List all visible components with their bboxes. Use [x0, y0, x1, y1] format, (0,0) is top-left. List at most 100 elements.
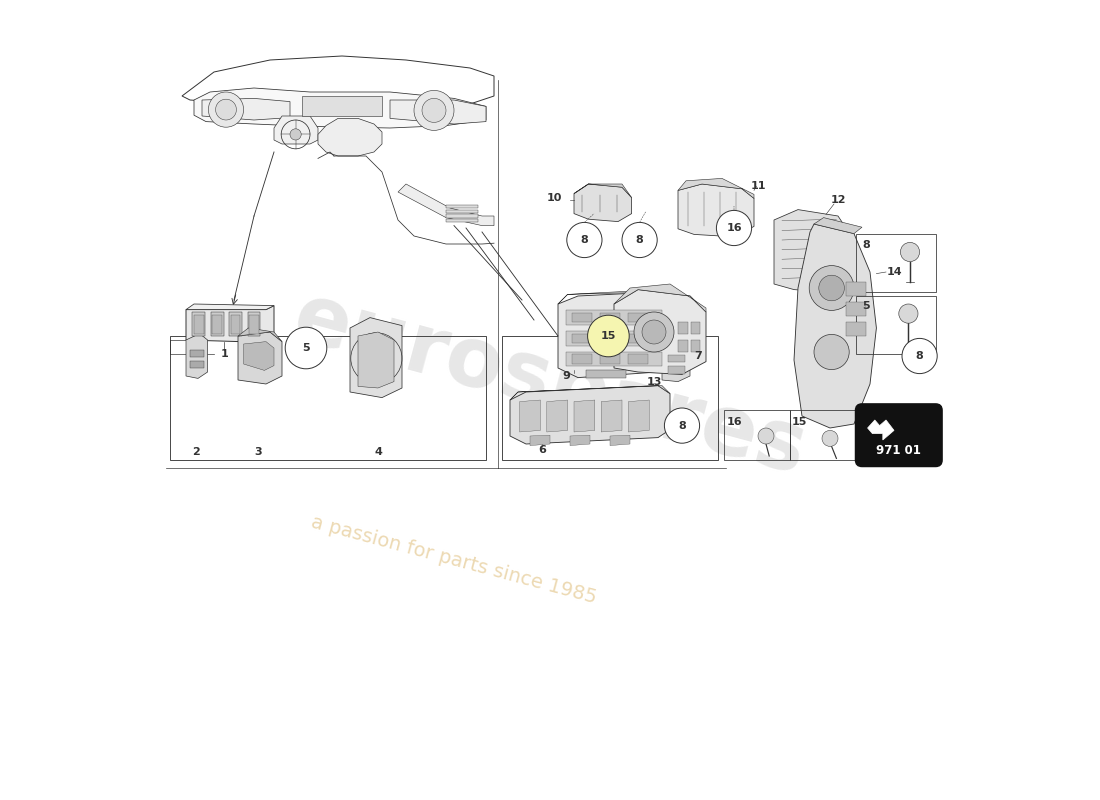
Bar: [600, 334, 619, 343]
Polygon shape: [678, 178, 754, 198]
Text: 10: 10: [547, 193, 562, 202]
Bar: [628, 334, 648, 343]
Circle shape: [208, 92, 243, 127]
Circle shape: [901, 242, 920, 262]
Text: 8: 8: [915, 351, 924, 361]
Bar: [190, 350, 205, 357]
Bar: [846, 302, 866, 316]
Polygon shape: [350, 318, 402, 398]
Bar: [586, 370, 626, 378]
Polygon shape: [186, 334, 208, 378]
Polygon shape: [358, 332, 394, 388]
Polygon shape: [566, 352, 662, 366]
Polygon shape: [814, 218, 862, 234]
Bar: [302, 96, 382, 116]
Bar: [231, 315, 241, 334]
Bar: [572, 334, 592, 343]
Text: 16: 16: [726, 223, 741, 233]
Bar: [600, 313, 619, 322]
Circle shape: [634, 312, 674, 352]
Polygon shape: [248, 312, 261, 336]
Bar: [446, 219, 478, 222]
Bar: [628, 354, 648, 364]
Text: 16: 16: [726, 418, 741, 427]
Bar: [846, 282, 866, 296]
Bar: [668, 355, 685, 362]
Bar: [691, 340, 701, 352]
Text: 971 01: 971 01: [877, 444, 921, 457]
Circle shape: [422, 98, 446, 122]
Polygon shape: [194, 88, 486, 128]
Circle shape: [414, 90, 454, 130]
Polygon shape: [547, 400, 568, 432]
Text: 8: 8: [581, 235, 589, 245]
Circle shape: [290, 129, 301, 140]
Polygon shape: [318, 118, 382, 156]
Polygon shape: [398, 184, 494, 226]
Text: 11: 11: [750, 182, 766, 191]
Text: 15: 15: [601, 331, 616, 341]
Bar: [600, 354, 619, 364]
Polygon shape: [566, 310, 662, 325]
Bar: [212, 315, 222, 334]
Bar: [856, 234, 936, 292]
Circle shape: [285, 327, 327, 369]
Text: 1: 1: [220, 349, 229, 358]
Text: 8: 8: [636, 235, 644, 245]
Bar: [250, 315, 258, 334]
Polygon shape: [628, 400, 649, 432]
Circle shape: [716, 210, 751, 246]
Text: 6: 6: [538, 446, 546, 455]
Text: 4: 4: [374, 447, 382, 457]
Polygon shape: [390, 100, 486, 124]
Bar: [572, 313, 592, 322]
Polygon shape: [510, 386, 670, 400]
Polygon shape: [566, 331, 662, 346]
Polygon shape: [614, 290, 706, 374]
Polygon shape: [186, 304, 274, 310]
Text: 14: 14: [887, 267, 902, 277]
Polygon shape: [868, 420, 894, 440]
Circle shape: [899, 304, 918, 323]
Text: 2: 2: [192, 447, 200, 457]
Text: 13: 13: [647, 378, 662, 387]
Text: 9: 9: [562, 371, 570, 381]
Polygon shape: [274, 116, 318, 144]
Circle shape: [621, 222, 657, 258]
Circle shape: [902, 338, 937, 374]
Circle shape: [587, 315, 629, 357]
Polygon shape: [662, 346, 690, 382]
Bar: [846, 322, 866, 336]
Text: 15: 15: [792, 418, 807, 427]
Polygon shape: [610, 435, 630, 446]
Polygon shape: [530, 435, 550, 446]
Circle shape: [822, 430, 838, 446]
Polygon shape: [238, 328, 282, 342]
Text: 7: 7: [694, 351, 702, 361]
Circle shape: [818, 275, 845, 301]
Polygon shape: [510, 386, 670, 444]
Circle shape: [566, 222, 602, 258]
Text: eurospares: eurospares: [285, 277, 815, 491]
Text: 3: 3: [254, 447, 262, 457]
Polygon shape: [574, 184, 631, 222]
Polygon shape: [678, 184, 754, 237]
Bar: [678, 322, 688, 334]
Text: a passion for parts since 1985: a passion for parts since 1985: [309, 513, 598, 607]
Polygon shape: [186, 306, 274, 342]
Circle shape: [664, 408, 700, 443]
Text: 5: 5: [862, 302, 870, 311]
Bar: [691, 322, 701, 334]
Polygon shape: [774, 210, 846, 292]
Text: 8: 8: [678, 421, 686, 430]
Circle shape: [810, 266, 854, 310]
Circle shape: [814, 334, 849, 370]
Polygon shape: [574, 184, 631, 198]
Bar: [446, 210, 478, 213]
Polygon shape: [558, 290, 670, 304]
Polygon shape: [614, 284, 706, 312]
Polygon shape: [574, 400, 595, 432]
Text: 12: 12: [830, 195, 846, 205]
Bar: [572, 354, 592, 364]
Text: 5: 5: [302, 343, 310, 353]
